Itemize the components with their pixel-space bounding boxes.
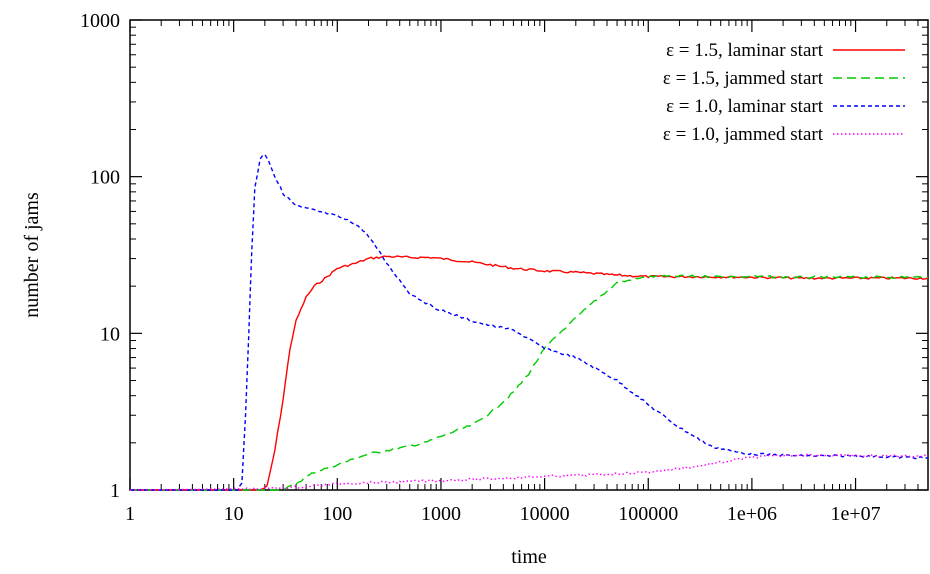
legend-label: ε = 1.5, laminar start — [666, 40, 824, 61]
legend-label: ε = 1.5, jammed start — [663, 68, 824, 89]
x-tick-label: 10 — [224, 503, 244, 525]
y-tick-label: 10 — [100, 323, 120, 345]
y-axis-title: number of jams — [21, 192, 43, 318]
x-axis-title: time — [511, 546, 547, 568]
y-tick-labels: 1 10 100 1000 — [80, 10, 120, 502]
x-tick-label: 1000 — [421, 503, 461, 525]
series-layer — [130, 153, 929, 491]
x-tick-label: 1e+06 — [727, 503, 777, 525]
x-tick-label: 10000 — [520, 503, 570, 525]
plot-frame — [129, 19, 929, 491]
x-tick-label: 1 — [125, 503, 135, 525]
x-tick-label: 100 — [322, 503, 352, 525]
series-line-4 — [130, 453, 929, 491]
x-tick-label: 100000 — [618, 503, 678, 525]
y-tick-label: 100 — [90, 167, 120, 189]
series-line-2 — [130, 274, 929, 491]
axis-ticks — [129, 19, 929, 491]
legend-label: ε = 1.0, jammed start — [663, 124, 824, 145]
legend-label: ε = 1.0, laminar start — [666, 96, 824, 117]
x-tick-label: 1e+07 — [830, 503, 880, 525]
legend: ε = 1.5, laminar start ε = 1.5, jammed st… — [663, 40, 905, 145]
y-tick-label: 1000 — [80, 10, 120, 32]
y-tick-label: 1 — [110, 480, 120, 502]
x-tick-labels: 1 10 100 1000 10000 100000 1e+06 1e+07 — [125, 503, 881, 525]
series-line-3 — [130, 153, 928, 491]
